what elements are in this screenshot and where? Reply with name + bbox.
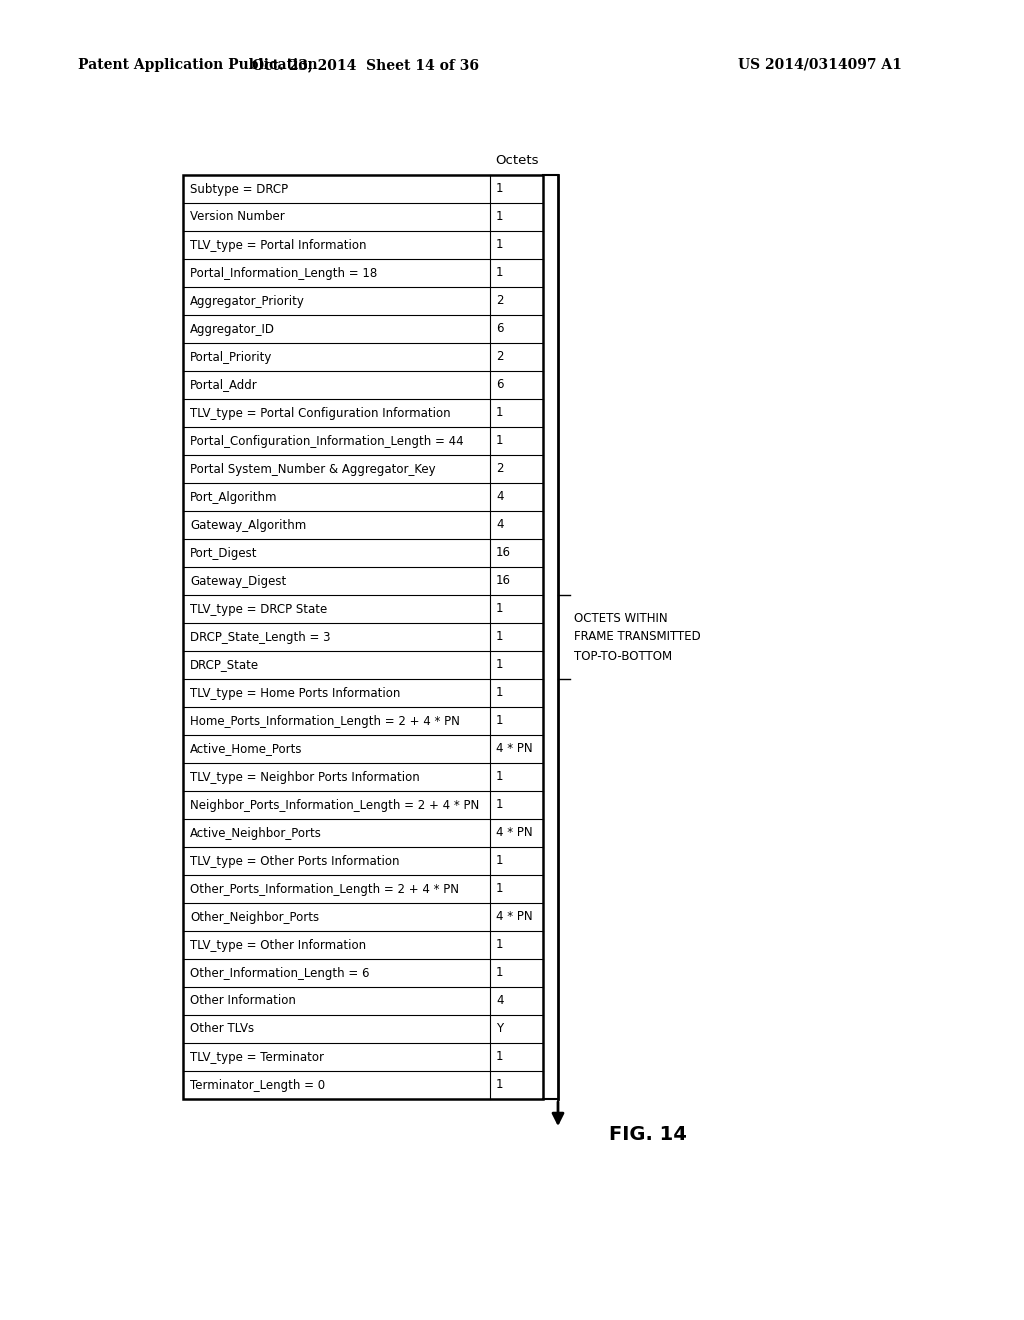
Text: Active_Home_Ports: Active_Home_Ports xyxy=(190,742,302,755)
Text: 4 * PN: 4 * PN xyxy=(496,826,532,840)
Text: 1: 1 xyxy=(496,799,504,812)
Text: Other_Ports_Information_Length = 2 + 4 * PN: Other_Ports_Information_Length = 2 + 4 *… xyxy=(190,883,459,895)
Text: Other TLVs: Other TLVs xyxy=(190,1023,254,1035)
Text: Subtype = DRCP: Subtype = DRCP xyxy=(190,182,288,195)
Text: TLV_type = Portal Information: TLV_type = Portal Information xyxy=(190,239,367,252)
Text: 4: 4 xyxy=(496,994,504,1007)
Text: 1: 1 xyxy=(496,407,504,420)
Text: 16: 16 xyxy=(496,546,511,560)
Text: US 2014/0314097 A1: US 2014/0314097 A1 xyxy=(738,58,902,73)
Text: Other_Information_Length = 6: Other_Information_Length = 6 xyxy=(190,966,370,979)
Text: 1: 1 xyxy=(496,771,504,784)
Text: 1: 1 xyxy=(496,1051,504,1064)
Text: TLV_type = Portal Configuration Information: TLV_type = Portal Configuration Informat… xyxy=(190,407,451,420)
Text: DRCP_State_Length = 3: DRCP_State_Length = 3 xyxy=(190,631,331,644)
Text: 1: 1 xyxy=(496,267,504,280)
Text: Aggregator_Priority: Aggregator_Priority xyxy=(190,294,305,308)
Text: 2: 2 xyxy=(496,462,504,475)
Text: Aggregator_ID: Aggregator_ID xyxy=(190,322,275,335)
Text: Neighbor_Ports_Information_Length = 2 + 4 * PN: Neighbor_Ports_Information_Length = 2 + … xyxy=(190,799,479,812)
Text: 6: 6 xyxy=(496,322,504,335)
Text: TLV_type = Other Ports Information: TLV_type = Other Ports Information xyxy=(190,854,399,867)
Text: Gateway_Digest: Gateway_Digest xyxy=(190,574,287,587)
Text: 1: 1 xyxy=(496,939,504,952)
Text: 1: 1 xyxy=(496,883,504,895)
Text: 4: 4 xyxy=(496,519,504,532)
Text: 4 * PN: 4 * PN xyxy=(496,911,532,924)
Text: 4 * PN: 4 * PN xyxy=(496,742,532,755)
Text: TLV_type = Terminator: TLV_type = Terminator xyxy=(190,1051,324,1064)
Text: Port_Digest: Port_Digest xyxy=(190,546,257,560)
Text: Oct. 23, 2014  Sheet 14 of 36: Oct. 23, 2014 Sheet 14 of 36 xyxy=(252,58,478,73)
Text: 16: 16 xyxy=(496,574,511,587)
Text: 1: 1 xyxy=(496,434,504,447)
Text: Other_Neighbor_Ports: Other_Neighbor_Ports xyxy=(190,911,319,924)
Text: Other Information: Other Information xyxy=(190,994,296,1007)
Bar xyxy=(183,176,543,1100)
Text: Portal_Configuration_Information_Length = 44: Portal_Configuration_Information_Length … xyxy=(190,434,464,447)
Text: TLV_type = Neighbor Ports Information: TLV_type = Neighbor Ports Information xyxy=(190,771,420,784)
Text: 1: 1 xyxy=(496,1078,504,1092)
Text: Y: Y xyxy=(496,1023,503,1035)
Text: 1: 1 xyxy=(496,210,504,223)
Text: Portal System_Number & Aggregator_Key: Portal System_Number & Aggregator_Key xyxy=(190,462,435,475)
Text: Port_Algorithm: Port_Algorithm xyxy=(190,491,278,503)
Text: FIG. 14: FIG. 14 xyxy=(609,1125,687,1143)
Text: 1: 1 xyxy=(496,854,504,867)
Text: 1: 1 xyxy=(496,659,504,672)
Text: Octets: Octets xyxy=(495,154,539,168)
Text: TLV_type = Home Ports Information: TLV_type = Home Ports Information xyxy=(190,686,400,700)
Text: 1: 1 xyxy=(496,714,504,727)
Text: 2: 2 xyxy=(496,294,504,308)
Text: 1: 1 xyxy=(496,602,504,615)
Text: 2: 2 xyxy=(496,351,504,363)
Text: 1: 1 xyxy=(496,182,504,195)
Text: Portal_Information_Length = 18: Portal_Information_Length = 18 xyxy=(190,267,377,280)
Text: 1: 1 xyxy=(496,631,504,644)
Text: Terminator_Length = 0: Terminator_Length = 0 xyxy=(190,1078,326,1092)
Text: Active_Neighbor_Ports: Active_Neighbor_Ports xyxy=(190,826,322,840)
Text: DRCP_State: DRCP_State xyxy=(190,659,259,672)
Text: Home_Ports_Information_Length = 2 + 4 * PN: Home_Ports_Information_Length = 2 + 4 * … xyxy=(190,714,460,727)
Text: Portal_Addr: Portal_Addr xyxy=(190,379,258,392)
Text: 1: 1 xyxy=(496,239,504,252)
Text: Gateway_Algorithm: Gateway_Algorithm xyxy=(190,519,306,532)
Text: TLV_type = Other Information: TLV_type = Other Information xyxy=(190,939,367,952)
Text: Patent Application Publication: Patent Application Publication xyxy=(78,58,317,73)
Text: 4: 4 xyxy=(496,491,504,503)
Text: Version Number: Version Number xyxy=(190,210,285,223)
Text: 1: 1 xyxy=(496,686,504,700)
Text: 1: 1 xyxy=(496,966,504,979)
Text: Portal_Priority: Portal_Priority xyxy=(190,351,272,363)
Text: OCTETS WITHIN
FRAME TRANSMITTED
TOP-TO-BOTTOM: OCTETS WITHIN FRAME TRANSMITTED TOP-TO-B… xyxy=(574,611,700,663)
Text: TLV_type = DRCP State: TLV_type = DRCP State xyxy=(190,602,328,615)
Text: 6: 6 xyxy=(496,379,504,392)
